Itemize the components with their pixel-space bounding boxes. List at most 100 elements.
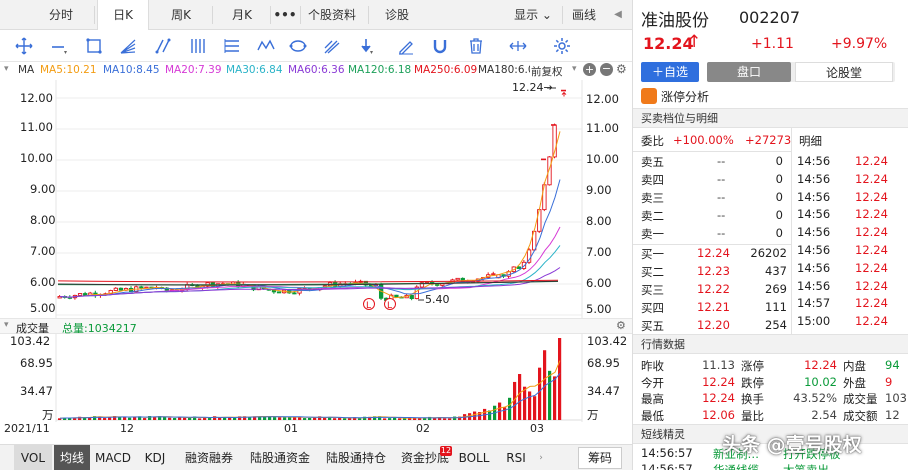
magnet-tool-icon[interactable]: [430, 36, 450, 56]
zoom-horizontal-icon[interactable]: [508, 36, 528, 56]
tab-margin-trading[interactable]: 融资融券: [184, 451, 233, 465]
price-tick: 5.00: [30, 301, 56, 315]
volume-bar: [233, 417, 237, 420]
tab-bottom-fishing[interactable]: 资金抄底: [400, 451, 449, 465]
rect-tool-icon[interactable]: [84, 36, 104, 56]
tab-northbound-holdings[interactable]: 陆股通持仓: [325, 451, 386, 465]
candle-body: [491, 273, 496, 276]
crosshair-icon[interactable]: [14, 36, 34, 56]
volume-bar: [223, 417, 227, 420]
ma-line: [59, 131, 561, 299]
collapse-icon[interactable]: ▾: [4, 64, 9, 74]
volume-bar: [103, 418, 107, 420]
stock-name: 准油股份: [641, 11, 709, 31]
tab-weekly-k[interactable]: 周K: [171, 8, 191, 22]
quote-value: 12.24: [702, 391, 735, 405]
tab-timeshare[interactable]: 分时: [48, 8, 73, 22]
quote-label: 今开: [641, 375, 664, 390]
volume-bar: [393, 417, 397, 420]
price-tick: 6.00: [30, 275, 56, 289]
more-indicators-arrow-icon[interactable]: ›: [539, 453, 543, 463]
parallel-tool-icon[interactable]: [154, 36, 174, 56]
volume-bar: [293, 416, 297, 420]
date-tick: 2021/11: [4, 422, 50, 435]
signal-marker-icon: [384, 298, 396, 310]
tab-rsi[interactable]: RSI: [506, 451, 526, 465]
tab-forum[interactable]: 论股堂: [795, 62, 893, 82]
tab-boll[interactable]: BOLL: [458, 451, 490, 465]
draw-line-button[interactable]: 画线: [571, 8, 596, 22]
volume-bar: [398, 418, 402, 420]
ratio-pct: +100.00%: [673, 133, 734, 147]
wave-tool-icon[interactable]: [256, 36, 276, 56]
volume-bar: [98, 416, 102, 420]
fan-tool-icon[interactable]: [118, 36, 138, 56]
candle-body: [57, 296, 62, 299]
quote-value: 9: [885, 374, 893, 389]
price-tick: 11.00: [586, 121, 619, 135]
detail-label: 明细: [799, 134, 822, 148]
volume-settings-gear-icon[interactable]: ⚙: [616, 319, 626, 332]
tab-orderbook[interactable]: 盘口: [707, 62, 791, 82]
bid-level-label: 买二: [641, 265, 664, 279]
candle-body: [394, 294, 399, 298]
zoom-in-icon[interactable]: +: [583, 63, 596, 76]
watermark: 头条 @壹号股权: [722, 434, 862, 456]
volume-bar: [63, 417, 67, 420]
zoom-out-icon[interactable]: −: [600, 62, 613, 76]
cycle-tool-icon[interactable]: [288, 36, 308, 56]
tab-northbound-funds[interactable]: 陆股通资金: [249, 451, 310, 465]
price-tick: 8.00: [30, 213, 56, 227]
fib-tool-icon[interactable]: [188, 36, 208, 56]
tab-daily-k[interactable]: 日K: [97, 0, 149, 30]
quote-label: 最低: [641, 408, 664, 423]
ask-level-label: 卖一: [641, 227, 664, 241]
chips-button[interactable]: 筹码: [578, 447, 622, 469]
bid-level-label: 买三: [641, 283, 664, 297]
ask-price: --: [717, 226, 726, 240]
tab-kdj[interactable]: KDJ: [144, 451, 166, 465]
volume-bar: [453, 416, 457, 420]
volume-bar: [288, 417, 292, 420]
period-tab-bar: 分时 日K 周K 月K ••• 个股资料 诊股 显示 ⌄ 画线 ◀: [0, 0, 632, 30]
dropdown-icon[interactable]: ▾: [572, 64, 577, 74]
volume-bar: [523, 386, 527, 420]
volume-bar: [188, 417, 192, 420]
arrow-down-tool-icon[interactable]: ▾: [356, 36, 376, 56]
quote-value: 43.52%: [793, 391, 837, 405]
display-dropdown[interactable]: 显示 ⌄: [514, 8, 552, 22]
restore-right-dropdown[interactable]: 前复权: [530, 64, 563, 79]
volume-bar: [168, 417, 172, 420]
bid-price: 12.20: [697, 318, 730, 332]
tick-time: 14:56: [797, 171, 831, 186]
volume-bar: [273, 417, 277, 420]
chart-settings-gear-icon[interactable]: ⚙: [616, 62, 627, 76]
add-watchlist-button[interactable]: ＋自选: [641, 62, 699, 82]
trash-icon[interactable]: [466, 36, 486, 56]
collapse-arrow-icon[interactable]: ◀: [614, 9, 622, 20]
tab-stock-profile[interactable]: 个股资料: [307, 8, 356, 22]
tab-monthly-k[interactable]: 月K: [232, 8, 252, 22]
vol-tick: 34.47: [587, 384, 620, 398]
volume-bar: [548, 370, 552, 420]
tab-diagnose[interactable]: 诊股: [384, 8, 409, 22]
tab-vol[interactable]: VOL: [14, 445, 52, 470]
volume-bar: [323, 417, 327, 420]
tick-time: 14:56: [797, 207, 831, 222]
price-tick: 6.00: [586, 276, 612, 290]
pen-tool-icon[interactable]: [396, 36, 416, 56]
collapse-icon[interactable]: ▾: [4, 320, 9, 330]
quote-label: 成交量: [843, 392, 878, 406]
tab-macd[interactable]: MACD: [95, 451, 131, 465]
limit-up-analysis-link[interactable]: 涨停分析: [661, 90, 710, 104]
tab-ma[interactable]: 均线: [54, 445, 90, 470]
pitchfork-tool-icon[interactable]: [322, 36, 342, 56]
bid-price: 12.22: [697, 282, 730, 296]
settings-gear-icon[interactable]: [552, 36, 572, 56]
more-tabs-button[interactable]: •••: [273, 8, 297, 22]
price-tick: 5.00: [586, 302, 612, 316]
line-tool-icon[interactable]: ▾: [50, 36, 70, 56]
volume-bar: [443, 418, 447, 420]
quote-label: 外盘: [843, 375, 866, 390]
channel-tool-icon[interactable]: [222, 36, 242, 56]
